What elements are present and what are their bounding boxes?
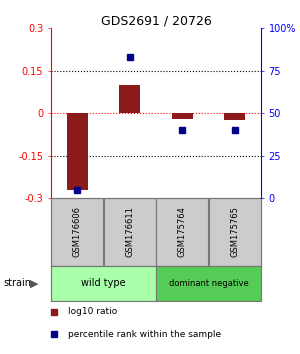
Text: strain: strain (3, 278, 31, 288)
Bar (119, 85, 140, 113)
Bar (156, 198, 208, 266)
Bar (51, 266, 156, 301)
Text: GSM176606: GSM176606 (73, 206, 82, 257)
Text: log10 ratio: log10 ratio (68, 307, 117, 316)
Text: dominant negative: dominant negative (169, 279, 248, 288)
Text: ▶: ▶ (30, 278, 38, 288)
Text: GSM175764: GSM175764 (178, 206, 187, 257)
Bar (172, 113, 193, 119)
Bar (104, 198, 156, 266)
Bar (51, 198, 103, 266)
Text: percentile rank within the sample: percentile rank within the sample (68, 330, 220, 339)
Bar (224, 113, 245, 120)
Bar (156, 266, 261, 301)
Text: GSM176611: GSM176611 (125, 206, 134, 257)
Bar (209, 198, 261, 266)
Bar (67, 113, 88, 190)
Text: wild type: wild type (81, 278, 126, 288)
Text: GSM175765: GSM175765 (230, 206, 239, 257)
Title: GDS2691 / 20726: GDS2691 / 20726 (100, 14, 212, 27)
